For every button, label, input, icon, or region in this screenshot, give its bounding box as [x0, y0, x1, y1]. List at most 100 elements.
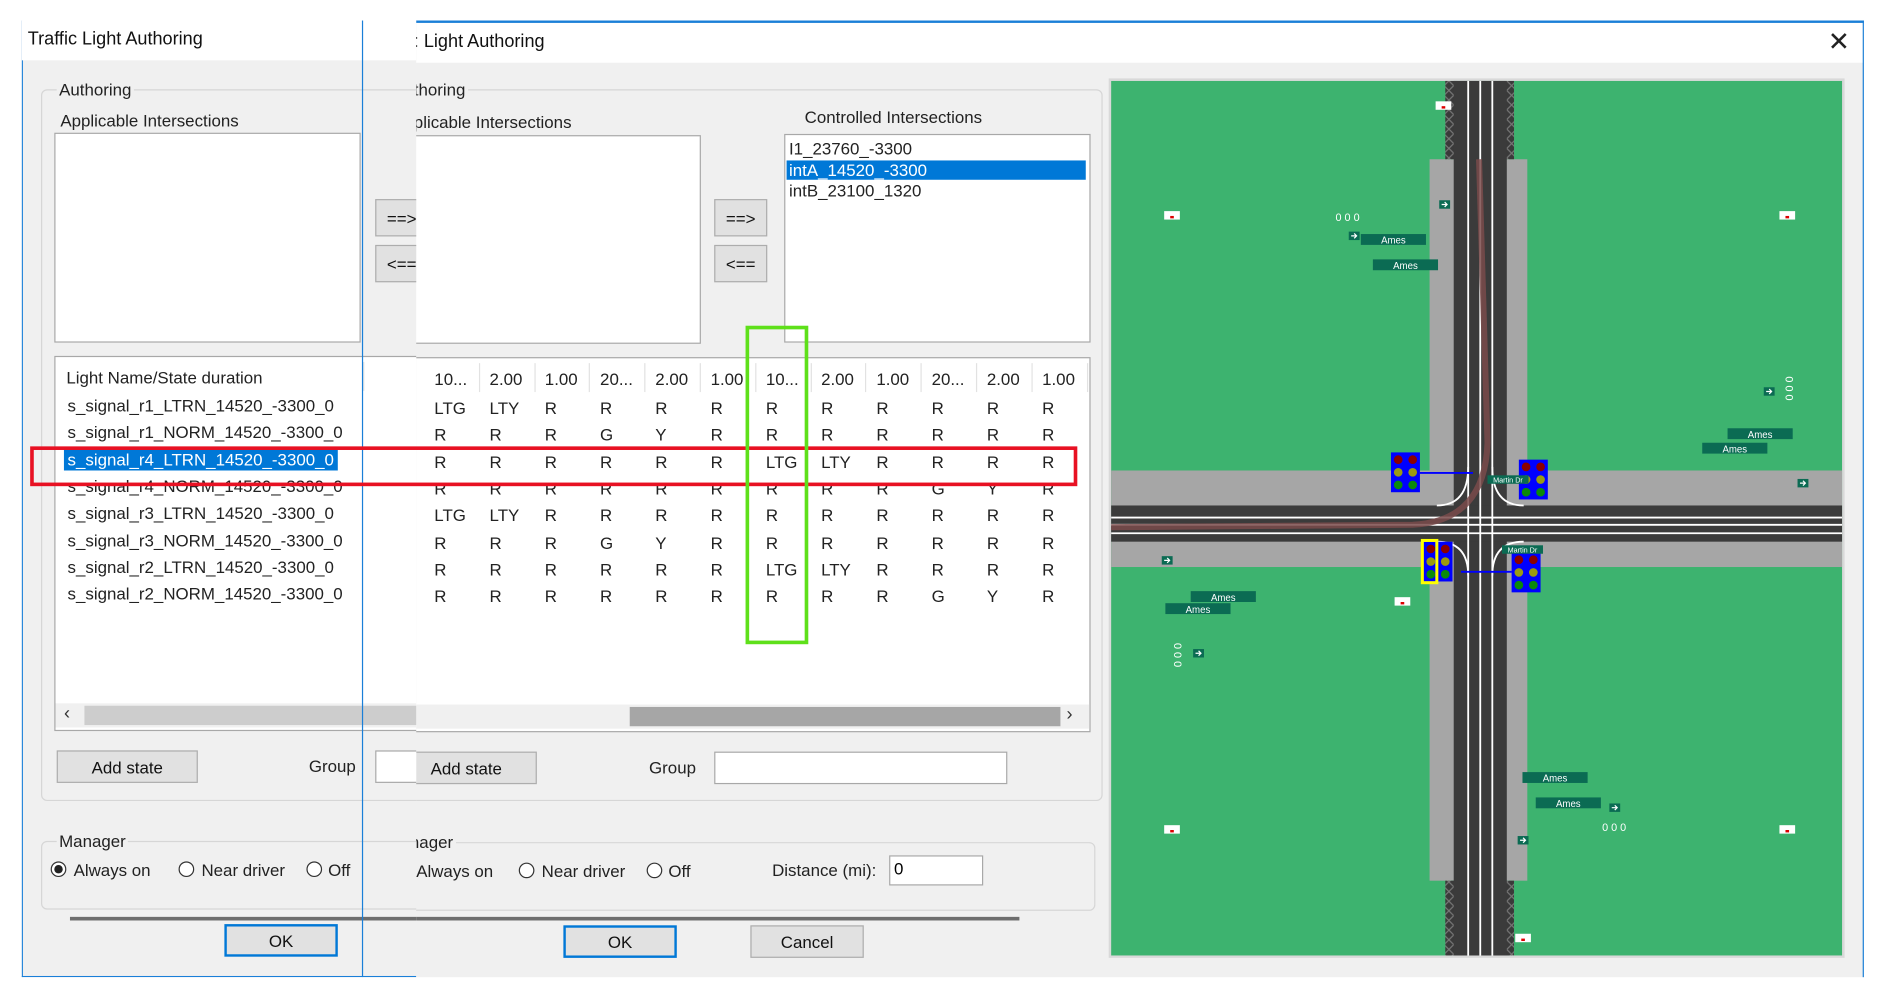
back-radio-off[interactable] [306, 861, 323, 878]
state-cell[interactable]: R [489, 451, 502, 472]
state-cell[interactable]: R [765, 398, 779, 418]
state-cell[interactable]: R [986, 451, 1000, 472]
state-cell[interactable]: R [821, 532, 834, 552]
state-cell[interactable]: R [1042, 586, 1055, 606]
controlled-intersections-list[interactable]: I1_23760_-3300 intA_14520_-3300 intB_23100… [784, 133, 1091, 343]
state-cell[interactable]: R [434, 425, 447, 445]
light-name[interactable]: s_signal_r3_LTRN_14520_-3300_0 [67, 503, 334, 523]
back-add-button[interactable]: ==> [375, 199, 417, 237]
add-intersection-button[interactable]: ==> [714, 199, 768, 237]
state-cell[interactable]: R [710, 398, 723, 418]
duration-header[interactable]: 2.00 [986, 369, 1020, 389]
state-cell[interactable]: R [931, 425, 944, 445]
state-cell[interactable]: R [1042, 559, 1055, 579]
state-cell[interactable]: R [655, 451, 668, 472]
duration-header[interactable]: 20... [931, 369, 965, 389]
state-cell[interactable]: LTY [821, 559, 851, 579]
group-input[interactable] [714, 751, 1008, 785]
back-add-state-button[interactable]: Add state [56, 750, 198, 783]
state-cell[interactable]: R [765, 532, 779, 552]
state-cell[interactable]: R [986, 425, 1000, 445]
state-cell[interactable]: G [600, 532, 614, 552]
state-cell[interactable]: G [931, 586, 945, 606]
light-name[interactable]: s_signal_r2_NORM_14520_-3300_0 [67, 584, 343, 604]
state-cell[interactable]: R [655, 398, 668, 418]
duration-header[interactable]: 2.00 [655, 369, 689, 389]
state-cell[interactable]: R [821, 586, 834, 606]
scrollbar-thumb[interactable] [629, 706, 1061, 727]
controlled-intersection-item[interactable]: I1_23760_-3300 [788, 138, 913, 159]
applicable-intersections-list[interactable] [394, 135, 701, 344]
state-cell[interactable]: R [434, 451, 447, 472]
state-cell[interactable]: Y [655, 532, 667, 552]
state-cell[interactable]: R [710, 586, 723, 606]
duration-header[interactable]: 1.00 [876, 369, 910, 389]
state-cell[interactable]: R [1042, 451, 1055, 472]
state-cell[interactable]: R [434, 586, 447, 606]
state-cell[interactable]: R [876, 425, 889, 445]
state-cell[interactable]: R [710, 505, 723, 526]
state-cell[interactable]: R [655, 559, 668, 579]
state-cell[interactable]: Y [986, 586, 999, 606]
state-cell[interactable]: R [544, 451, 558, 472]
state-cell[interactable]: R [876, 398, 889, 418]
duration-header[interactable]: 1.00 [544, 369, 578, 389]
state-cell[interactable]: R [986, 505, 1000, 526]
state-cell[interactable]: R [544, 532, 558, 552]
ok-button[interactable]: OK [563, 925, 677, 958]
state-cell[interactable]: LTY [489, 505, 520, 526]
radio-off[interactable] [646, 862, 663, 879]
state-cell[interactable]: R [876, 505, 889, 526]
state-cell[interactable]: R [600, 586, 613, 606]
state-cell[interactable]: LTY [489, 398, 520, 418]
state-cell[interactable]: R [765, 586, 779, 606]
state-cell[interactable]: R [1042, 505, 1055, 526]
state-cell[interactable]: R [876, 559, 889, 579]
state-cell[interactable]: R [710, 532, 723, 552]
state-cell[interactable]: R [600, 398, 613, 418]
back-group-input[interactable] [375, 750, 417, 783]
controlled-intersection-item[interactable]: intB_23100_1320 [788, 180, 922, 201]
state-cell[interactable]: R [986, 532, 1000, 552]
state-cell[interactable]: R [931, 451, 944, 472]
state-cell[interactable]: R [655, 505, 668, 526]
light-name[interactable]: s_signal_r2_LTRN_14520_-3300_0 [67, 557, 334, 577]
light-name[interactable]: s_signal_r1_LTRN_14520_-3300_0 [67, 395, 334, 416]
state-cell[interactable]: R [489, 425, 502, 445]
back-ok-button[interactable]: OK [224, 924, 338, 957]
state-cell[interactable]: R [765, 505, 779, 526]
duration-header[interactable]: 1.00 [1042, 369, 1075, 389]
back-light-grid[interactable]: Light Name/State duration s_signal_r1_LTR… [54, 355, 417, 732]
back-radio-near-driver[interactable] [178, 861, 195, 878]
cancel-button[interactable]: Cancel [750, 925, 864, 958]
add-state-button[interactable]: Add state [395, 751, 537, 785]
state-cell[interactable]: R [710, 451, 723, 472]
state-cell[interactable]: R [1042, 398, 1055, 418]
back-remove-button[interactable]: <== [375, 244, 417, 283]
state-cell[interactable]: R [876, 532, 889, 552]
close-icon[interactable]: ✕ [1827, 26, 1850, 57]
state-cell[interactable]: R [544, 586, 558, 606]
state-cell[interactable]: R [600, 559, 613, 579]
state-cell[interactable]: R [931, 559, 944, 579]
selected-light-name[interactable]: s_signal_r4_LTRN_14520_-3300_0 [63, 448, 338, 471]
light-state-grid[interactable]: 10... 2.00 1.00 20... 2.00 1.00 10... 2.00 1.00 2… [394, 357, 1091, 733]
duration-header[interactable]: 10... [434, 369, 468, 389]
state-cell[interactable]: LTG [765, 451, 798, 472]
duration-header[interactable]: 2.00 [489, 369, 523, 389]
state-cell[interactable]: LTY [821, 451, 851, 472]
state-cell[interactable]: R [821, 425, 834, 445]
state-cell[interactable]: R [765, 425, 779, 445]
light-name[interactable]: s_signal_r1_NORM_14520_-3300_0 [67, 422, 343, 442]
back-applicable-list[interactable] [54, 132, 361, 343]
state-cell[interactable]: R [434, 559, 447, 579]
state-cell[interactable]: R [434, 532, 447, 552]
chevron-left-icon[interactable]: ‹ [63, 703, 70, 724]
radio-near-driver[interactable] [518, 862, 535, 879]
state-cell[interactable]: R [1042, 532, 1055, 552]
state-cell[interactable]: R [931, 398, 944, 418]
state-cell[interactable]: R [931, 505, 944, 526]
state-cell[interactable]: R [544, 398, 558, 418]
state-cell[interactable]: R [986, 559, 1000, 579]
